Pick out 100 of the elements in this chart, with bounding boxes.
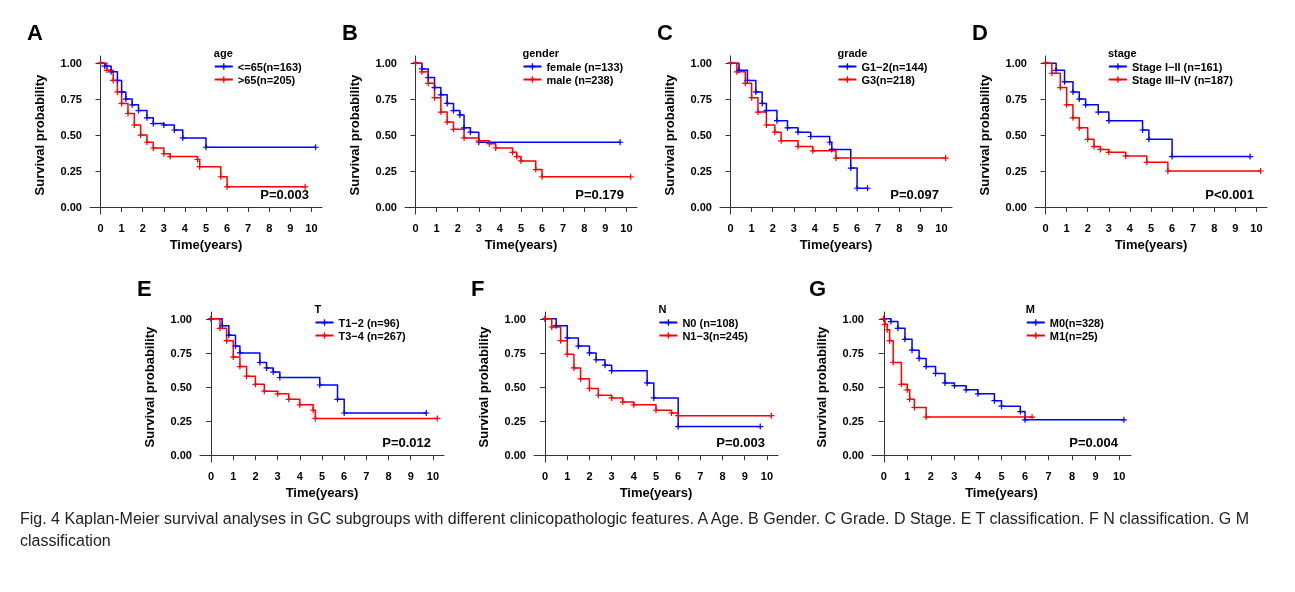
x-axis-title: Time(years) (285, 485, 359, 500)
x-axis-title: Time(years) (169, 237, 243, 252)
point (143, 114, 150, 121)
y-tick-label: 0.50 (170, 381, 192, 394)
x-tick-label: 6 (224, 221, 231, 234)
x-tick-label: 1 (1063, 221, 1070, 234)
x-tick-label: 6 (1021, 469, 1029, 482)
annotation: P=0.003 (260, 187, 309, 202)
x-tick-label: 4 (1126, 221, 1134, 234)
x-tick-label: 5 (998, 469, 1005, 482)
x-tick-label: 8 (896, 221, 903, 234)
x-tick-label: 3 (951, 469, 958, 482)
y-tick-label: 0.25 (170, 415, 192, 428)
legend-title: N (658, 302, 667, 315)
point (942, 155, 949, 162)
chart-title: C (657, 19, 673, 45)
y-tick-label: 0.00 (504, 449, 526, 462)
point (224, 183, 231, 190)
point (341, 409, 348, 416)
point (1120, 416, 1127, 423)
point (941, 379, 948, 386)
x-tick-label: 4 (974, 469, 982, 482)
x-tick-label: 7 (697, 469, 704, 482)
point (518, 157, 524, 164)
point (608, 394, 615, 401)
legend-label: male (n=238) (546, 73, 614, 86)
legend-title: gender (522, 46, 560, 59)
x-tick-label: 0 (1042, 221, 1049, 234)
legend-label: M1(n=25) (1049, 329, 1099, 342)
y-tick-label: 0.75 (375, 93, 397, 106)
legend-label: Stage I−II (n=161) (1131, 60, 1223, 73)
x-tick-label: 4 (811, 221, 819, 234)
x-tick-label: 0 (208, 469, 215, 482)
point (461, 124, 468, 131)
x-tick-label: 7 (1045, 469, 1052, 482)
y-tick-label: 1.00 (690, 57, 712, 70)
legend-title: stage (1107, 46, 1137, 59)
y-tick-label: 0.50 (842, 381, 864, 394)
y-tick-label: 0.00 (60, 200, 82, 213)
point (1095, 109, 1102, 116)
point (548, 324, 555, 331)
x-tick-label: 1 (433, 221, 440, 234)
point (974, 390, 981, 397)
y-tick-label: 0.00 (375, 200, 397, 213)
y-axis-title: Survival probability (347, 73, 362, 196)
point (909, 347, 916, 354)
point (619, 399, 626, 406)
point (754, 109, 761, 116)
point (1139, 127, 1146, 134)
point (1029, 414, 1036, 421)
x-tick-label: 9 (287, 221, 294, 234)
y-tick-label: 0.75 (60, 93, 82, 106)
x-tick-label: 1 (118, 221, 125, 234)
y-tick-label: 0.25 (60, 164, 82, 177)
point (1069, 114, 1076, 121)
y-tick-label: 0.75 (1005, 93, 1027, 106)
x-tick-label: 10 (305, 221, 318, 234)
point (795, 143, 802, 150)
legend-title: grade (837, 46, 868, 59)
y-tick-label: 0.25 (375, 164, 397, 177)
x-tick-label: 3 (160, 221, 167, 234)
point (1091, 143, 1098, 150)
point (1169, 153, 1176, 160)
x-axis-title: Time(years) (965, 485, 1038, 500)
point (1053, 67, 1060, 74)
y-tick-label: 0.00 (842, 449, 864, 462)
annotation: P<0.001 (1205, 187, 1254, 202)
y-tick-label: 0.50 (60, 129, 82, 142)
y-tick-label: 0.00 (1005, 200, 1027, 213)
point (916, 355, 923, 362)
x-axis-title: Time(years) (484, 237, 558, 252)
point (833, 155, 839, 162)
point (773, 117, 780, 124)
x-tick-label: 10 (935, 221, 948, 234)
x-tick-label: 2 (454, 221, 461, 234)
x-tick-label: 6 (675, 469, 682, 482)
y-tick-label: 0.25 (1005, 164, 1027, 177)
chart-title: D (972, 19, 988, 45)
x-tick-label: 6 (341, 469, 348, 482)
point (854, 185, 861, 192)
annotation: P=0.004 (1069, 435, 1119, 450)
x-tick-label: 2 (252, 469, 259, 482)
x-tick-label: 5 (318, 469, 326, 482)
y-tick-label: 0.75 (690, 93, 712, 106)
point (263, 364, 270, 371)
chart-title: E (137, 275, 152, 301)
point (236, 363, 243, 370)
point (901, 336, 908, 343)
point (601, 362, 608, 369)
annotation: P=0.179 (575, 187, 624, 202)
chart-title: F (471, 275, 485, 301)
point (131, 121, 138, 128)
legend-label: G3(n=218) (861, 73, 916, 86)
point (137, 132, 144, 139)
x-tick-label: 9 (741, 469, 748, 482)
x-tick-label: 5 (832, 221, 840, 234)
x-tick-label: 3 (790, 221, 797, 234)
x-tick-label: 10 (426, 469, 440, 482)
legend-label: G1−2(n=144) (861, 60, 928, 73)
x-tick-label: 7 (1190, 221, 1197, 234)
